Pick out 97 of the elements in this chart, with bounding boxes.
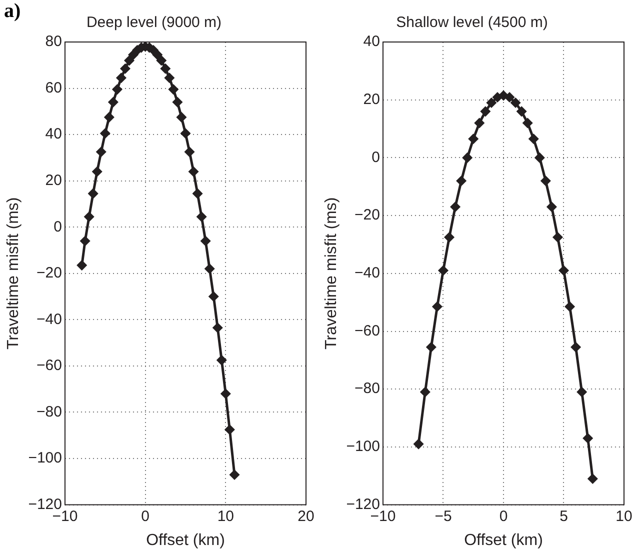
point: [208, 292, 218, 302]
x-tick-label: 0: [499, 508, 508, 525]
point: [148, 45, 158, 55]
point: [92, 166, 102, 176]
point: [420, 387, 430, 397]
point: [104, 112, 114, 122]
point: [468, 134, 478, 144]
point: [230, 470, 240, 480]
point: [577, 387, 587, 397]
point: [498, 90, 508, 100]
point: [565, 302, 575, 312]
point: [176, 112, 186, 122]
point: [492, 92, 502, 102]
point: [438, 266, 448, 276]
x-tick-label: 10: [616, 508, 632, 525]
point: [184, 147, 194, 157]
point: [583, 434, 593, 444]
point: [128, 50, 138, 60]
y-tick-label: −80: [354, 380, 380, 398]
point: [180, 128, 190, 138]
y-tick-label: −40: [354, 264, 380, 282]
y-tick-label: 20: [363, 90, 380, 108]
point: [196, 212, 206, 222]
point: [192, 188, 202, 198]
y-tick-label: 60: [45, 79, 62, 96]
y-tick-label: 0: [54, 218, 62, 236]
x-tick-label: 20: [298, 508, 314, 525]
y-tick-label: 80: [45, 33, 62, 50]
point: [168, 84, 178, 94]
point: [112, 84, 122, 94]
point: [77, 260, 87, 270]
point: [120, 64, 130, 74]
y-axis-title: Traveltime misfit (ms): [5, 197, 22, 350]
y-axis-title: Traveltime misfit (ms): [323, 197, 340, 350]
y-tick-label: −20: [36, 264, 62, 282]
point: [474, 118, 484, 128]
point: [216, 355, 226, 365]
point: [504, 92, 514, 102]
point: [100, 128, 110, 138]
point: [224, 424, 234, 434]
point: [116, 73, 126, 83]
point: [96, 147, 106, 157]
chart-title: Shallow level (4500 m): [396, 14, 548, 32]
point: [571, 342, 581, 352]
y-tick-label: −60: [354, 322, 380, 340]
y-tick-label: −100: [28, 450, 62, 467]
point: [188, 166, 198, 176]
point: [88, 188, 98, 198]
point: [80, 236, 90, 246]
x-tick-label: 5: [560, 508, 568, 525]
y-tick-label: −80: [36, 403, 62, 420]
point: [200, 236, 210, 246]
point: [172, 97, 182, 107]
point: [552, 232, 562, 242]
point: [156, 56, 166, 66]
text: a): [4, 0, 21, 22]
point: [414, 439, 424, 449]
y-tick-label: 40: [363, 33, 380, 50]
y-tick-label: −40: [36, 310, 62, 328]
point: [546, 202, 556, 212]
point: [152, 50, 162, 60]
point: [510, 98, 520, 108]
x-axis-title: Offset (km): [464, 532, 543, 549]
point: [124, 56, 134, 66]
point: [558, 266, 568, 276]
point: [588, 474, 598, 484]
point: [212, 323, 222, 333]
point: [426, 342, 436, 352]
point: [534, 152, 544, 162]
y-tick-label: −100: [346, 438, 380, 456]
point: [432, 302, 442, 312]
point: [522, 118, 532, 128]
point: [108, 97, 118, 107]
point: [160, 64, 170, 74]
point: [516, 106, 526, 116]
point: [540, 176, 550, 186]
x-tick-label: 0: [141, 508, 150, 525]
chart-title: Deep level (9000 m): [86, 14, 222, 32]
x-tick-label: −5: [434, 508, 452, 525]
x-axis-title: Offset (km): [146, 532, 225, 549]
point: [528, 134, 538, 144]
point: [444, 232, 454, 242]
point: [204, 264, 214, 274]
point: [462, 152, 472, 162]
y-tick-label: 0: [372, 148, 380, 166]
x-tick-label: 10: [217, 508, 234, 525]
point: [456, 176, 466, 186]
point: [220, 388, 230, 398]
y-tick-label: 40: [45, 126, 62, 143]
y-tick-label: −60: [36, 357, 62, 374]
point: [84, 212, 94, 222]
point: [450, 202, 460, 212]
point: [480, 106, 490, 116]
y-tick-label: 20: [45, 172, 62, 189]
y-tick-label: −20: [354, 206, 380, 224]
point: [486, 98, 496, 108]
point: [164, 73, 174, 83]
